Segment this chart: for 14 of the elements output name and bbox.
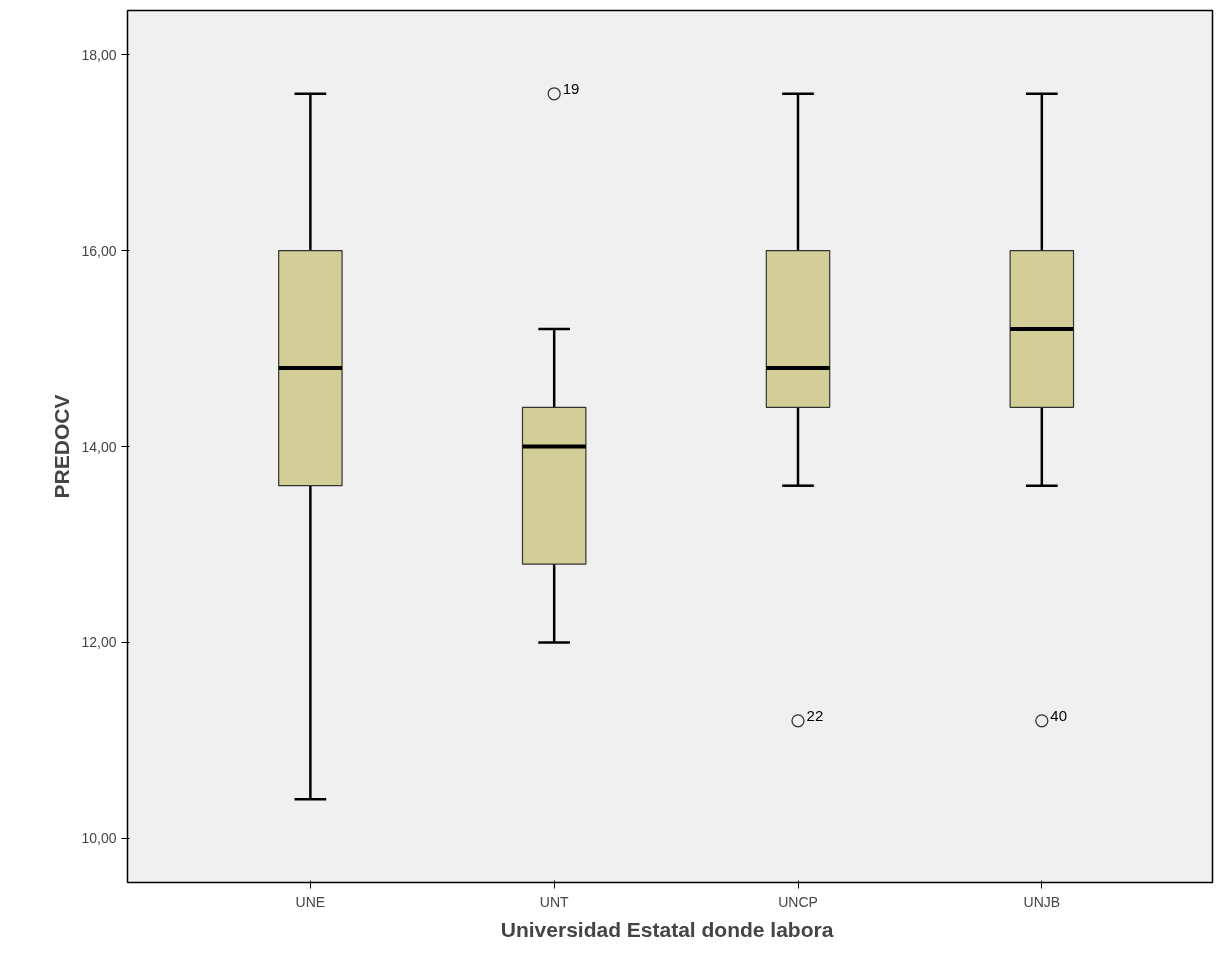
annotation: 22 bbox=[806, 706, 824, 724]
x-tick-label: UNT bbox=[539, 893, 570, 910]
y-axis-title: PREDOCV bbox=[50, 394, 74, 499]
x-tick-label: UNJB bbox=[1023, 893, 1061, 910]
x-axis-title: Universidad Estatal donde labora bbox=[500, 917, 834, 941]
x-tick-label: UNE bbox=[295, 893, 326, 910]
y-tick-label: 18,00 bbox=[81, 46, 117, 63]
annotation: 40 bbox=[1050, 706, 1068, 724]
y-tick-label: 10,00 bbox=[81, 830, 117, 847]
y-tick-label: 16,00 bbox=[81, 242, 117, 259]
x-tick-label: UNCP bbox=[778, 893, 818, 910]
y-tick-label: 14,00 bbox=[81, 438, 117, 455]
annotation: 19 bbox=[562, 79, 580, 97]
y-tick-label: 12,00 bbox=[81, 634, 117, 651]
